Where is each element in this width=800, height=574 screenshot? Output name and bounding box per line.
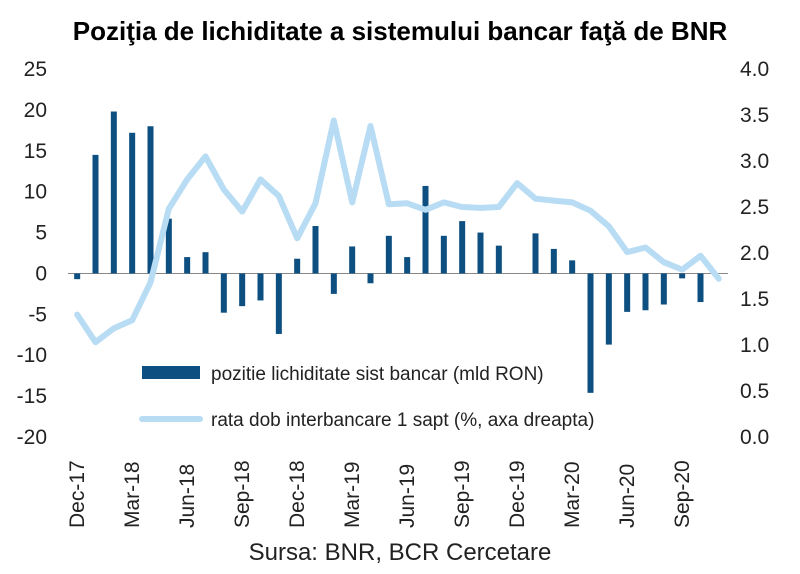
bar-series [74, 111, 704, 393]
x-tick-label: Sep-19 [451, 460, 474, 528]
right-tick-label: 1.0 [740, 334, 769, 357]
bar-May-20 [605, 273, 612, 345]
left-tick-label: 15 [24, 140, 47, 163]
bar-Aug-19 [440, 235, 447, 274]
bar-Mar-20 [569, 260, 576, 274]
right-tick-label: 2.5 [740, 196, 769, 219]
x-axis-ticks: Dec-17 Mar-18 Jun-18 Sep-18 Dec-18 Mar-19 Jun-… [66, 460, 694, 528]
bar-Feb-20 [550, 248, 557, 274]
bar-Oct-18 [257, 273, 264, 301]
left-axis-ticks: 25 20 15 10 5 0 -5 -10 -15 -20 [17, 58, 47, 449]
right-tick-label: 0.0 [740, 426, 769, 449]
x-tick-label: Sep-18 [231, 460, 254, 528]
left-tick-label: 25 [24, 58, 47, 81]
bar-Aug-20 [660, 273, 667, 305]
left-tick-label: -10 [17, 344, 47, 367]
x-tick-label: Mar-19 [341, 461, 364, 528]
left-tick-label: 5 [35, 222, 47, 245]
bar-May-19 [385, 235, 392, 274]
x-tick-label: Jun-20 [616, 464, 639, 528]
bar-Dec-17 [74, 273, 81, 280]
bar-Sep-20 [679, 273, 686, 279]
bar-Mar-18 [129, 132, 136, 274]
bar-Jun-18 [184, 257, 191, 274]
right-tick-label: 3.5 [740, 104, 769, 127]
rate-line-series [74, 117, 722, 346]
bar-Feb-19 [330, 273, 337, 294]
right-axis-ticks: 4.0 3.5 3.0 2.5 2.0 1.5 1.0 0.5 0.0 [740, 58, 769, 449]
bar-Jan-19 [312, 226, 319, 274]
bar-Oct-20 [697, 273, 704, 303]
x-tick-label: Dec-17 [66, 460, 89, 528]
bar-Dec-18 [294, 258, 301, 274]
legend: pozitie lichiditate sist bancar (mld RON… [139, 364, 594, 431]
bar-Apr-20 [587, 273, 594, 393]
bar-May-18 [165, 218, 172, 274]
legend-line-label: rata dob interbancare 1 sapt (%, axa dre… [211, 410, 594, 431]
right-tick-label: 1.5 [740, 288, 769, 311]
chart-title: Poziţia de lichiditate a sistemului banc… [73, 16, 728, 46]
bar-Jun-20 [624, 273, 631, 312]
x-tick-label: Mar-18 [121, 461, 144, 528]
left-tick-label: -15 [17, 385, 47, 408]
legend-bar-swatch [142, 366, 200, 379]
left-tick-label: 10 [24, 181, 47, 204]
bar-Jul-18 [202, 252, 209, 274]
bar-Jan-20 [532, 233, 539, 274]
legend-bar-label: pozitie lichiditate sist bancar (mld RON… [211, 364, 544, 385]
x-tick-label: Sep-20 [671, 460, 694, 528]
bar-Nov-18 [275, 273, 282, 334]
x-tick-label: Jun-18 [176, 464, 199, 528]
bar-Sep-19 [459, 221, 466, 274]
bar-Mar-19 [349, 246, 356, 274]
bar-Feb-18 [110, 111, 117, 274]
x-tick-label: Dec-19 [506, 460, 529, 528]
bar-Apr-18 [147, 126, 154, 274]
right-tick-label: 3.0 [740, 150, 769, 173]
bar-Sep-18 [239, 273, 246, 307]
bar-Apr-19 [367, 273, 374, 284]
bar-Aug-18 [220, 273, 227, 313]
left-tick-label: -20 [17, 426, 47, 449]
source-note: Sursa: BNR, BCR Cercetare [249, 539, 552, 566]
left-tick-label: 20 [24, 99, 47, 122]
bar-Oct-19 [477, 232, 484, 274]
left-tick-label: -5 [28, 303, 47, 326]
x-tick-label: Jun-19 [396, 464, 419, 528]
bar-Jul-20 [642, 273, 649, 311]
bar-Jun-19 [404, 257, 411, 274]
right-tick-label: 0.5 [740, 380, 769, 403]
right-tick-label: 4.0 [740, 58, 769, 81]
x-tick-label: Mar-20 [561, 461, 584, 528]
bar-Jul-19 [422, 185, 429, 274]
bar-Nov-19 [495, 245, 502, 274]
bar-Jan-18 [92, 154, 99, 274]
left-tick-label: 0 [35, 262, 47, 285]
x-tick-label: Dec-18 [286, 460, 309, 528]
right-tick-label: 2.0 [740, 242, 769, 265]
